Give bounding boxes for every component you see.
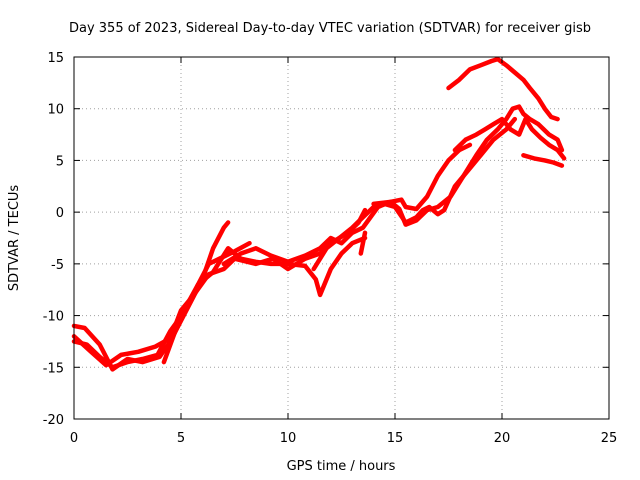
series-line-trace-9 [521,153,565,168]
y-tick-label: -5 [51,258,64,273]
y-axis-label: SDTVAR / TECUs [7,185,22,292]
x-tick-label: 15 [387,431,404,446]
series-line-trace-5 [221,142,473,267]
series-line-trace-4 [161,235,368,365]
plot-frame [73,56,610,420]
y-tick-label: -10 [43,310,64,325]
series-line-trace-6 [311,116,518,272]
series-line-trace-8 [452,116,567,161]
data-traces [71,56,567,372]
y-tick-label: 15 [47,51,64,66]
x-tick-label: 0 [70,431,78,446]
x-tick-label: 5 [177,431,185,446]
y-tick-label: 10 [47,103,64,118]
chart-title: Day 355 of 2023, Sidereal Day-to-day VTE… [69,21,591,36]
x-tick-label: 25 [601,431,618,446]
y-tick-label: -15 [43,361,64,376]
x-tick-labels: 0 5 10 15 20 25 [70,431,617,446]
axis-ticks [73,56,610,420]
series-line-trace-11 [358,230,368,256]
y-tick-label: -20 [43,413,64,428]
series-line-trace-1 [71,220,231,372]
series-line-trace-10 [446,56,560,122]
y-tick-labels: -20 -15 -10 -5 0 5 10 15 [43,51,64,428]
x-tick-label: 10 [280,431,297,446]
series-line-trace-7 [371,104,565,227]
x-axis-label: GPS time / hours [287,459,396,474]
y-tick-label: 5 [56,154,64,169]
x-tick-label: 20 [494,431,511,446]
y-tick-label: 0 [56,206,64,221]
